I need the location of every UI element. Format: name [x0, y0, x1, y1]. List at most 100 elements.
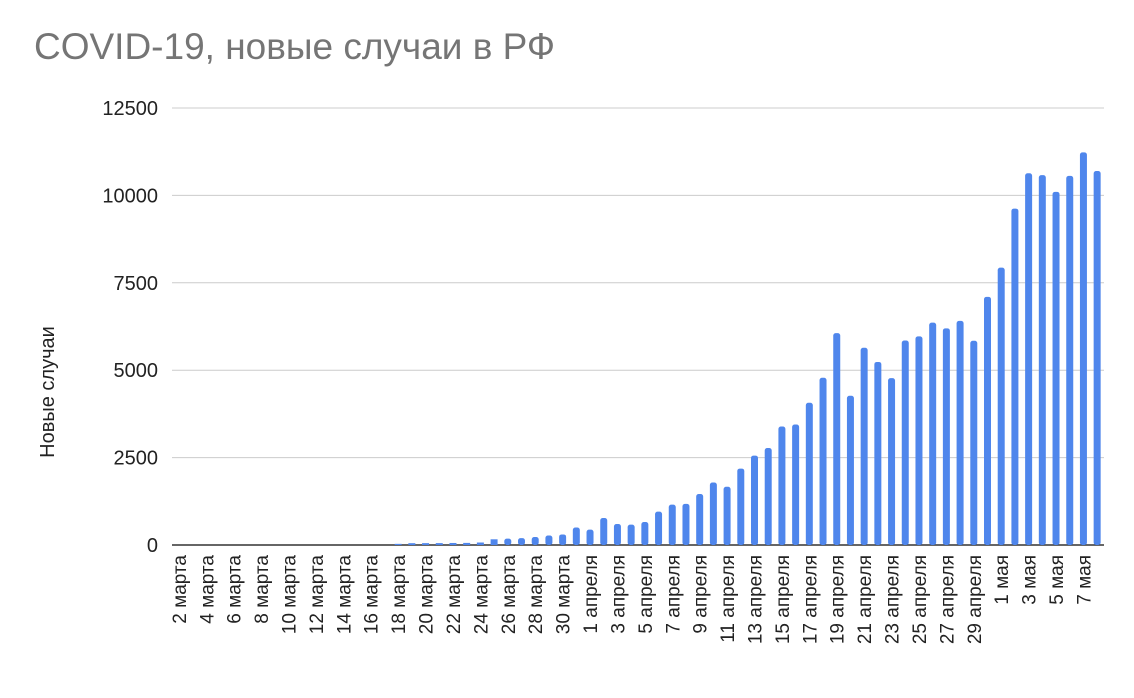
bar [929, 322, 937, 545]
bar [655, 511, 663, 545]
bar [984, 296, 991, 545]
bar [408, 543, 416, 545]
x-tick-label: 9 апреля [691, 555, 712, 634]
x-tick-label: 8 марта [252, 555, 273, 624]
x-tick-label: 15 апреля [773, 555, 794, 644]
x-tick-label: 11 апреля [718, 555, 739, 643]
bar [846, 395, 854, 545]
bar [531, 537, 539, 545]
bar [696, 493, 704, 545]
bar [682, 503, 690, 545]
bar [778, 426, 786, 545]
bar [449, 542, 457, 545]
bar [586, 529, 594, 545]
bar [1079, 152, 1087, 546]
bar [476, 542, 484, 545]
bar [1038, 175, 1046, 545]
bars [394, 152, 1101, 546]
x-tick-label: 22 марта [444, 555, 465, 635]
bar [874, 361, 882, 545]
bar [668, 504, 676, 545]
x-tick-label: 10 марта [280, 555, 301, 635]
bar [956, 320, 964, 545]
bar [463, 542, 471, 545]
x-tick-label: 5 апреля [636, 555, 657, 634]
bar [860, 347, 868, 545]
bar [1025, 173, 1033, 545]
y-tick-label: 10000 [102, 185, 158, 207]
x-tick-label: 3 апреля [608, 555, 629, 634]
x-tick-label: 2 марта [170, 555, 191, 624]
x-tick-label: 24 марта [471, 555, 492, 635]
bar [572, 527, 580, 545]
bar [545, 535, 553, 545]
bar [504, 538, 512, 545]
x-tick-label: 7 мая [1074, 555, 1095, 605]
bar [888, 378, 896, 545]
x-axis-ticks: 2 марта 4 марта 6 марта 8 марта 10 марта 12 м… [170, 555, 1096, 645]
bar [422, 543, 430, 545]
y-tick-label: 0 [147, 535, 158, 557]
bar [764, 448, 772, 545]
x-tick-label: 1 мая [992, 555, 1013, 605]
x-tick-label: 27 апреля [937, 555, 958, 644]
bar [600, 518, 608, 545]
x-tick-label: 26 марта [499, 555, 520, 635]
bar [942, 328, 950, 545]
bar [518, 538, 525, 545]
bar [915, 336, 923, 545]
x-tick-label: 30 марта [554, 555, 575, 635]
bar [819, 377, 827, 545]
bar [559, 534, 567, 545]
y-axis-ticks: 0 2500 5000 7500 10000 12500 [102, 98, 158, 557]
bar [805, 402, 813, 545]
x-tick-label: 17 апреля [800, 555, 821, 644]
bar [901, 340, 909, 545]
x-tick-label: 28 марта [526, 555, 547, 635]
x-tick-label: 16 марта [362, 555, 383, 635]
y-tick-label: 7500 [114, 273, 159, 295]
bar [1066, 175, 1074, 546]
bar [490, 539, 498, 545]
x-tick-label: 25 апреля [910, 555, 931, 644]
y-tick-label: 2500 [114, 448, 159, 470]
x-tick-label: 13 апреля [746, 555, 767, 644]
x-tick-label: 21 апреля [855, 555, 876, 644]
bar [723, 486, 731, 545]
bar [627, 524, 635, 545]
bar [737, 468, 745, 545]
x-tick-label: 20 марта [417, 555, 438, 635]
x-tick-label: 23 апреля [883, 555, 904, 644]
x-tick-label: 19 апреля [828, 555, 849, 644]
chart-title: COVID-19, новые случаи в РФ [34, 26, 556, 67]
x-tick-label: 5 мая [1047, 555, 1068, 605]
x-tick-label: 3 мая [1020, 555, 1041, 605]
y-axis-label: Новые случаи [37, 326, 59, 458]
y-tick-label: 12500 [102, 98, 158, 120]
x-tick-label: 14 марта [334, 555, 355, 635]
bar [1011, 208, 1019, 545]
bar [833, 333, 841, 545]
x-tick-label: 6 марта [225, 555, 246, 624]
bar [613, 523, 621, 545]
bar [970, 340, 978, 545]
bar [709, 482, 717, 545]
bar [1052, 191, 1060, 545]
x-tick-label: 1 апреля [581, 555, 602, 634]
bar [641, 522, 649, 545]
gridlines [172, 107, 1104, 546]
x-tick-label: 7 апреля [663, 555, 684, 634]
bar [997, 267, 1005, 545]
bar [435, 543, 443, 545]
bar [792, 424, 800, 545]
bar [751, 455, 758, 545]
x-tick-label: 18 марта [389, 555, 410, 635]
y-tick-label: 5000 [114, 360, 159, 382]
x-tick-label: 29 апреля [965, 555, 986, 644]
bar [394, 543, 402, 545]
x-tick-label: 12 марта [307, 555, 328, 635]
x-tick-label: 4 марта [197, 555, 218, 624]
bar [1093, 170, 1101, 545]
